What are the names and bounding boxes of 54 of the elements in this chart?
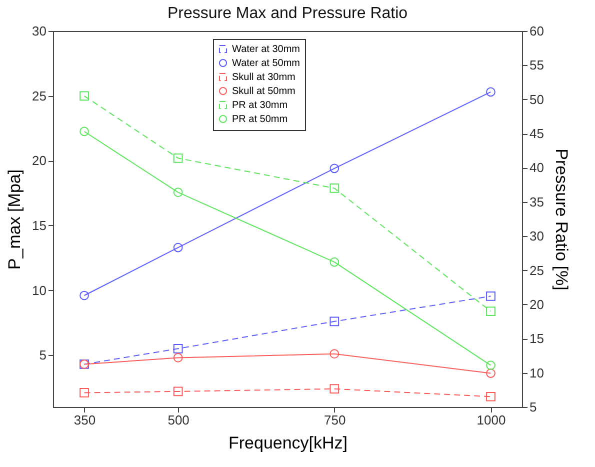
legend-label: PR at 50mm: [232, 114, 288, 125]
y2-tick-label: 60: [530, 24, 544, 38]
chart-title: Pressure Max and Pressure Ratio: [167, 5, 408, 22]
point: [486, 368, 496, 378]
point: [330, 384, 340, 394]
y-tick-label: 20: [32, 153, 46, 168]
y2-tick-label: 20: [530, 296, 544, 312]
y-tick-label: 5: [39, 348, 46, 363]
y2-tick-label: 45: [530, 126, 544, 142]
point: [80, 91, 89, 101]
y-tick-label: 25: [32, 88, 46, 104]
y2-tick-label: 30: [530, 228, 544, 244]
legend-label: PR at 30mm: [232, 100, 288, 111]
x-tick-label: 1000: [476, 412, 506, 428]
x-tick-label: 750: [324, 412, 346, 428]
y2-tick-label: 25: [530, 262, 544, 278]
point: [173, 242, 183, 252]
point: [173, 188, 183, 198]
point: [486, 87, 496, 97]
x-tick-label: 350: [74, 412, 96, 428]
legend-label: Water at 50mm: [232, 58, 300, 69]
x-tick-label: 500: [168, 412, 190, 428]
point: [486, 306, 496, 316]
legend-label: Water at 30mm: [232, 44, 300, 55]
y2-tick-label: 50: [530, 92, 544, 107]
point: [330, 184, 340, 193]
point: [330, 257, 340, 267]
point: [80, 126, 89, 136]
point: [173, 353, 183, 362]
y-tick-label: 15: [32, 218, 46, 233]
y-tick-label: 10: [32, 282, 46, 298]
legend-label: Skull at 30mm: [232, 72, 296, 83]
y2-tick-label: 15: [530, 331, 544, 346]
y2-axis-title: Pressure Ratio [%]: [552, 148, 571, 290]
y2-tick-label: 40: [530, 160, 544, 176]
y2-tick-label: 10: [530, 365, 544, 380]
point: [486, 291, 496, 301]
y2-tick-label: 55: [530, 58, 544, 73]
y2-tick-label: 5: [530, 400, 537, 414]
x-axis-title: Frequency[kHz]: [228, 434, 348, 452]
point: [173, 344, 183, 354]
y2-tick-label: 35: [530, 194, 544, 210]
point: [80, 290, 89, 300]
point: [80, 388, 89, 398]
point: [173, 153, 183, 163]
point: [330, 316, 340, 326]
point: [330, 349, 340, 359]
legend-label: Skull at 50mm: [232, 86, 296, 97]
point: [173, 386, 183, 396]
y-tick-label: 30: [32, 24, 46, 38]
point: [330, 164, 340, 174]
point: [486, 360, 496, 370]
point: [486, 392, 496, 402]
y-axis-title: P_max [Mpa]: [5, 169, 24, 270]
